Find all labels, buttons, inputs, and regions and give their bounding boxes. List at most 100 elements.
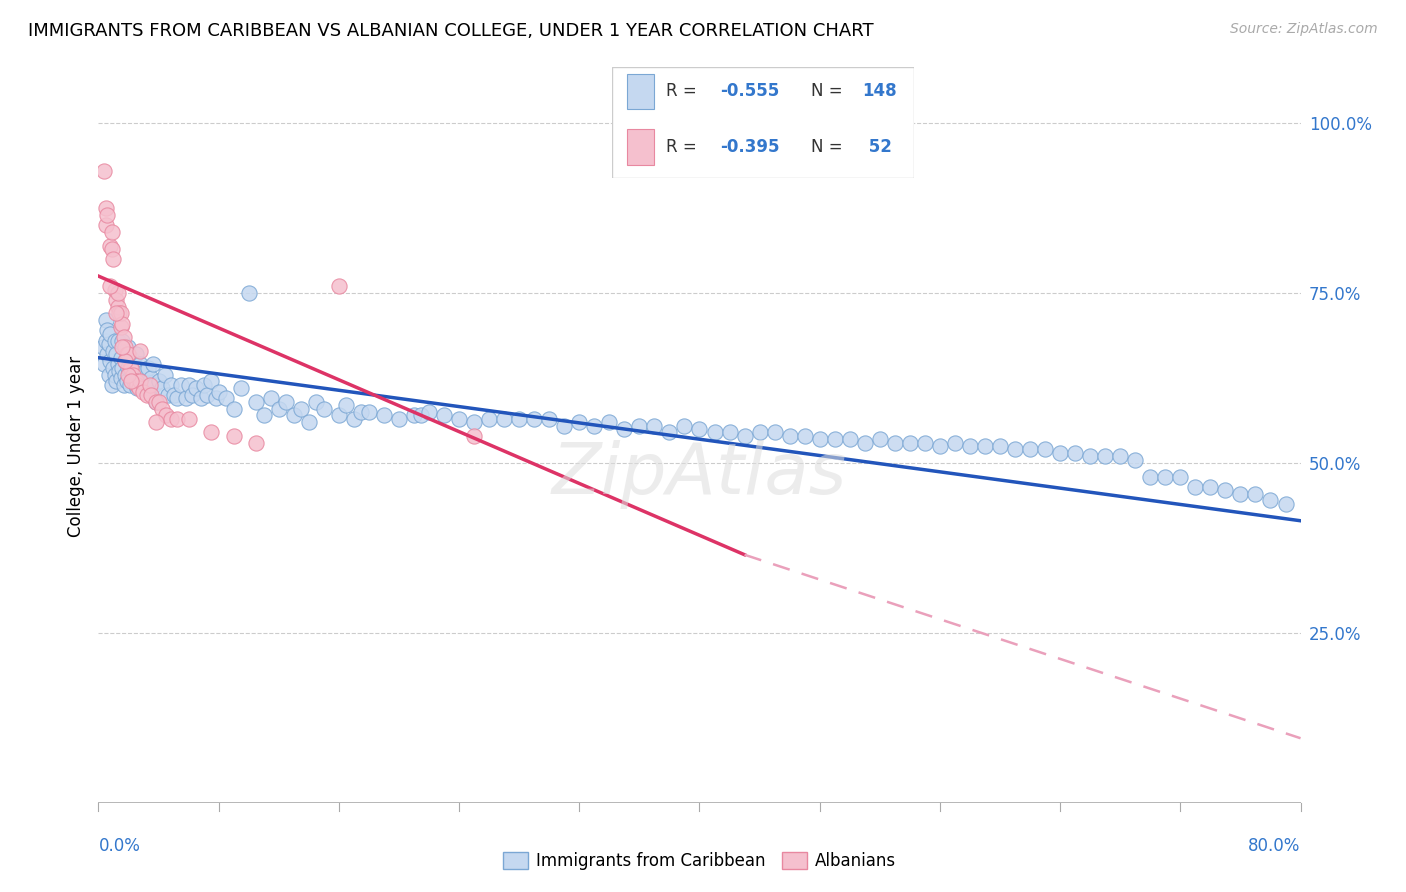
Point [402,409,425,423]
Point [1229,486,1251,500]
Point [141,358,163,372]
Point [613,422,636,436]
Point [129,343,152,358]
Point [139,388,162,402]
Point [108,364,131,378]
Point [125,375,148,389]
Point [103,343,125,358]
Point [553,418,575,433]
Point [131,377,153,392]
Point [156,388,179,402]
Point [93,358,115,372]
Point [1244,486,1267,500]
Point [150,401,173,416]
Point [1139,469,1161,483]
Point [898,435,921,450]
Point [343,412,366,426]
Point [129,358,152,372]
Point [153,368,176,382]
Point [494,412,516,426]
Point [869,432,891,446]
Point [276,394,298,409]
Point [350,405,373,419]
Point [110,351,132,365]
Point [312,401,335,416]
Point [138,377,160,392]
Point [779,429,801,443]
Point [298,415,321,429]
Point [177,412,200,426]
Point [418,405,440,419]
Point [114,341,136,355]
Point [808,432,831,446]
Point [150,381,173,395]
Point [112,377,135,392]
Point [568,415,591,429]
Point [190,392,212,406]
Point [128,381,150,395]
Point [127,381,149,395]
Point [96,347,118,361]
Point [134,364,156,378]
Point [107,334,129,348]
Point [96,323,118,337]
Point [328,409,350,423]
Point [583,418,606,433]
Point [718,425,741,440]
Point [478,412,501,426]
Point [139,371,162,385]
Point [108,306,131,320]
Point [231,381,253,395]
Point [1109,449,1132,463]
Text: R =: R = [666,82,702,101]
Point [283,409,305,423]
Point [204,392,226,406]
Point [195,388,218,402]
Point [177,377,200,392]
Point [159,377,181,392]
Bar [627,129,654,165]
Point [110,371,132,385]
Point [838,432,860,446]
Point [974,439,997,453]
Point [914,435,936,450]
Point [104,283,127,297]
Text: -0.555: -0.555 [720,82,780,101]
Text: ZipAtlas: ZipAtlas [553,440,846,509]
Point [94,313,117,327]
Point [253,409,276,423]
Point [159,412,181,426]
Point [166,392,188,406]
Text: 148: 148 [862,82,897,101]
Point [174,392,197,406]
Point [91,341,114,355]
Point [121,351,143,365]
Point [166,412,188,426]
Point [122,368,145,382]
Point [215,392,238,406]
Point [132,384,155,399]
Point [117,347,139,361]
Point [105,375,128,389]
Text: -0.395: -0.395 [720,138,780,156]
Point [121,375,143,389]
Point [959,439,981,453]
Point [208,384,231,399]
Y-axis label: College, Under 1 year: College, Under 1 year [66,355,84,537]
Point [107,358,129,372]
Point [658,425,681,440]
Point [117,368,139,382]
Point [105,347,128,361]
Point [143,377,166,392]
Point [538,412,561,426]
Point [170,377,193,392]
Point [145,394,167,409]
Point [643,418,665,433]
Point [193,377,215,392]
Text: 52: 52 [862,138,891,156]
Point [125,347,148,361]
Point [245,394,267,409]
Point [1004,442,1026,457]
Point [114,354,136,368]
Point [145,415,167,429]
